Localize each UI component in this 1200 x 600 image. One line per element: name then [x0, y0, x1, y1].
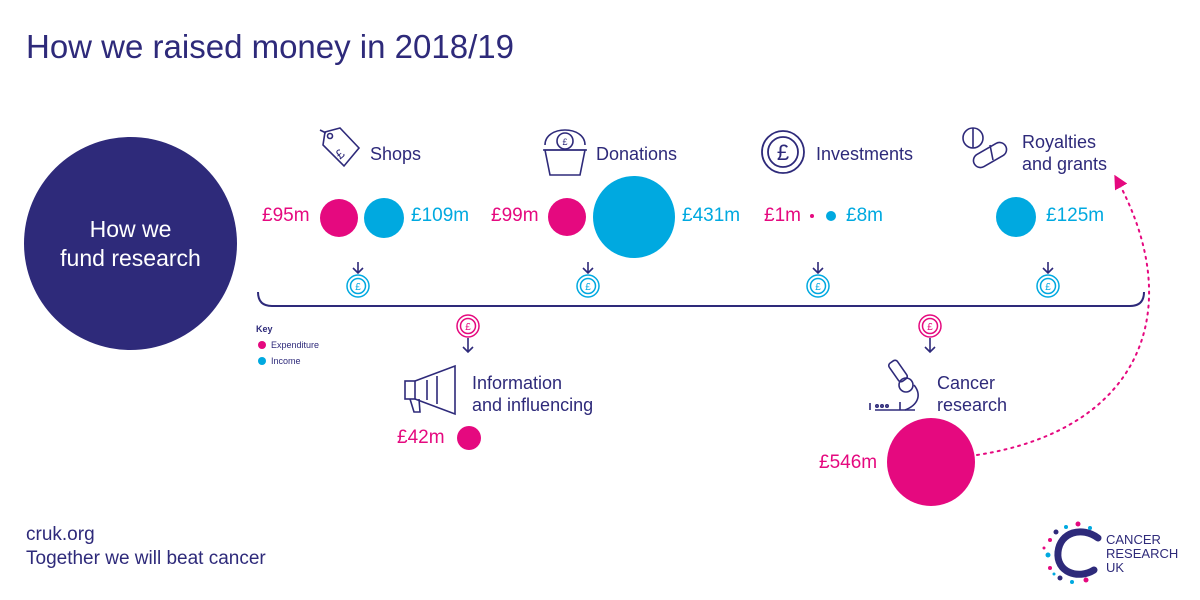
key-expenditure-dot: [258, 341, 266, 349]
donations-income-value: £431m: [682, 205, 741, 226]
use-label-information: Information and influencing: [472, 373, 594, 415]
use-label-cancer-research: Cancer research: [937, 373, 1008, 415]
investments-income-circle: [826, 211, 836, 221]
price-tag-pound-icon: £: [319, 127, 361, 168]
key-heading: Key: [256, 324, 273, 334]
key-income-dot: [258, 357, 266, 365]
investments-expenditure-value: £1m: [764, 205, 801, 226]
key-expenditure-label: Expenditure: [271, 340, 320, 350]
shops-income-value: £109m: [411, 205, 470, 226]
svg-text:£: £: [585, 282, 591, 293]
pills-icon: [962, 127, 1008, 169]
shops-income-circle: [364, 198, 404, 238]
svg-text:£: £: [465, 322, 471, 333]
arrow-icon: [352, 262, 1054, 354]
svg-text:£: £: [815, 282, 821, 293]
svg-text:£: £: [562, 137, 567, 147]
flow-bracket: [257, 291, 1145, 307]
information-expenditure-value: £42m: [397, 427, 445, 448]
investments-expenditure-circle: [810, 214, 814, 218]
svg-text:£: £: [355, 282, 361, 293]
microscope-icon: [869, 359, 919, 411]
svg-text:£: £: [332, 145, 348, 162]
cruk-logo-icon: [1042, 521, 1102, 584]
key-income-label: Income: [271, 356, 301, 366]
shops-expenditure-circle: [320, 199, 358, 237]
source-label-investments: Investments: [816, 144, 914, 164]
shops-expenditure-value: £95m: [262, 205, 310, 226]
donation-bucket-icon: £: [543, 129, 587, 176]
feedback-arrow: [976, 174, 1151, 456]
investments-income-value: £8m: [846, 205, 883, 226]
pound-coin-icon: £: [761, 130, 805, 174]
royalties-income-value: £125m: [1046, 205, 1105, 226]
svg-text:£: £: [927, 322, 933, 333]
cancer-research-expenditure-circle: [887, 418, 975, 506]
donations-expenditure-circle: [548, 198, 586, 236]
source-label-shops: Shops: [370, 144, 422, 164]
pound-coin-icon: [456, 314, 942, 338]
footer-url[interactable]: cruk.org: [26, 524, 95, 545]
footer-tagline: Together we will beat cancer: [26, 548, 266, 569]
source-label-donations: Donations: [596, 144, 678, 164]
svg-text:£: £: [1045, 282, 1051, 293]
hub-circle: How we fund research: [24, 137, 237, 350]
logo-text: CANCER RESEARCH UK: [1106, 532, 1179, 575]
donations-expenditure-value: £99m: [491, 205, 539, 226]
cancer-research-expenditure-value: £546m: [819, 452, 878, 473]
donations-income-circle: [593, 176, 675, 258]
information-expenditure-circle: [457, 426, 481, 450]
royalties-income-circle: [996, 197, 1036, 237]
megaphone-icon: [404, 364, 456, 416]
svg-text:£: £: [777, 140, 789, 165]
source-label-royalties: Royalties and grants: [1022, 132, 1108, 174]
pound-coin-icon: [346, 274, 1060, 298]
hub-label: How we fund research: [60, 215, 201, 271]
page-title: How we raised money in 2018/19: [26, 28, 514, 65]
